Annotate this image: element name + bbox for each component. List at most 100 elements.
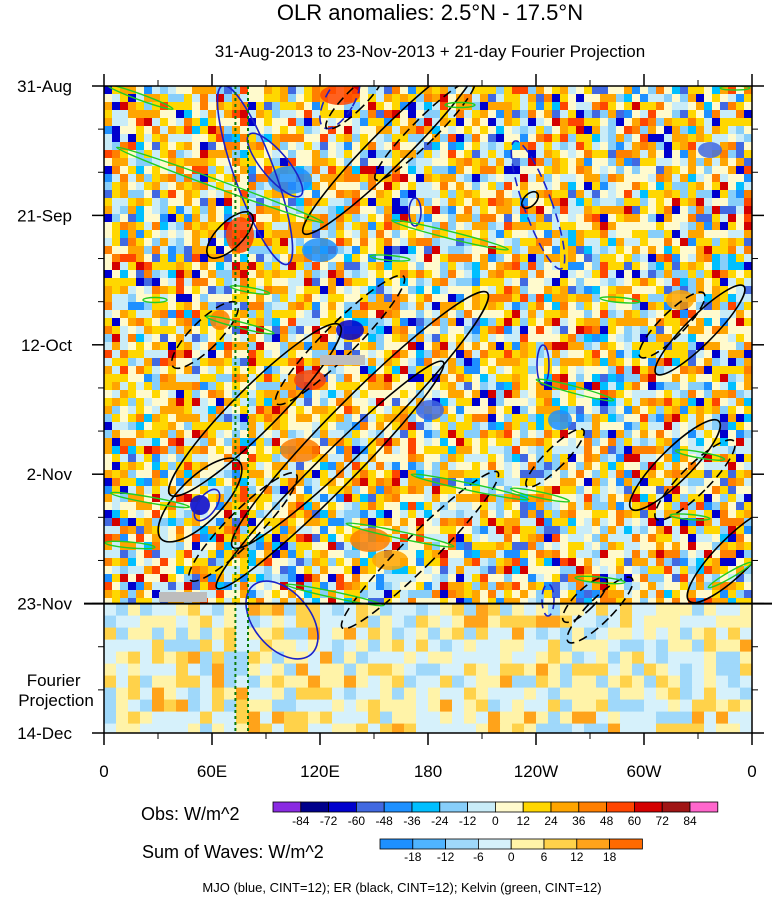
obs-cell	[472, 158, 481, 167]
obs-cell	[408, 182, 417, 191]
obs-cell	[560, 334, 569, 343]
obs-cell	[384, 502, 393, 511]
obs-cell	[384, 398, 393, 407]
obs-cell	[112, 454, 121, 463]
obs-cell	[744, 406, 752, 415]
obs-cell	[688, 246, 697, 255]
obs-cell	[184, 278, 193, 287]
obs-cell	[304, 558, 313, 567]
obs-cell	[216, 350, 225, 359]
obs-cell	[320, 142, 329, 151]
obs-cell	[368, 126, 377, 135]
obs-cell	[144, 150, 153, 159]
obs-cell	[120, 246, 129, 255]
obs-cell	[360, 398, 369, 407]
obs-cell	[648, 534, 657, 543]
obs-cell	[504, 510, 513, 519]
obs-cell	[296, 262, 305, 271]
obs-cell	[664, 222, 673, 231]
obs-cell	[568, 110, 577, 119]
obs-cell	[512, 214, 521, 223]
obs-cell	[208, 358, 217, 367]
obs-cell	[192, 334, 201, 343]
obs-cell	[184, 134, 193, 143]
obs-cell	[616, 198, 625, 207]
obs-cell	[224, 566, 233, 575]
obs-cell	[472, 430, 481, 439]
obs-cell	[280, 86, 289, 95]
obs-cell	[640, 366, 649, 375]
obs-cell	[312, 430, 321, 439]
obs-cell	[104, 494, 113, 503]
obs-cell	[352, 182, 361, 191]
obs-cell	[608, 214, 617, 223]
obs-cell	[608, 262, 617, 271]
obs-cell	[384, 374, 393, 383]
obs-cell	[712, 382, 721, 391]
obs-cell	[224, 126, 233, 135]
obs-cell	[104, 550, 113, 559]
obs-cell	[336, 246, 345, 255]
obs-cell	[360, 270, 369, 279]
obs-cell	[600, 278, 609, 287]
obs-cell	[176, 454, 185, 463]
obs-cell	[256, 334, 265, 343]
obs-cell	[448, 334, 457, 343]
obs-cell	[120, 222, 129, 231]
obs-cell	[104, 190, 113, 199]
obs-cell	[392, 142, 401, 151]
obs-cell	[176, 286, 185, 295]
obs-cell	[392, 158, 401, 167]
obs-cell	[744, 510, 752, 519]
obs-cell	[368, 494, 377, 503]
obs-cell	[632, 222, 641, 231]
obs-cell	[576, 422, 585, 431]
obs-cell	[272, 374, 281, 383]
obs-cell	[488, 270, 497, 279]
obs-cell	[680, 374, 689, 383]
obs-cell	[256, 222, 265, 231]
obs-cell	[672, 542, 681, 551]
obs-cell	[416, 342, 425, 351]
obs-cell	[296, 222, 305, 231]
obs-cell	[336, 438, 345, 447]
obs-cell	[312, 302, 321, 311]
obs-cell	[112, 398, 121, 407]
obs-cell	[592, 262, 601, 271]
obs-cell	[192, 118, 201, 127]
obs-cell	[680, 550, 689, 559]
obs-cell	[704, 382, 713, 391]
obs-cell	[624, 134, 633, 143]
obs-cell	[592, 150, 601, 159]
obs-cell	[656, 166, 665, 175]
obs-cell	[368, 206, 377, 215]
obs-cell	[248, 398, 257, 407]
obs-cell	[144, 246, 153, 255]
obs-cell	[552, 126, 561, 135]
obs-cell	[568, 470, 577, 479]
obs-cell	[528, 222, 537, 231]
obs-cell	[376, 294, 385, 303]
obs-cell	[224, 142, 233, 151]
obs-cell	[392, 494, 401, 503]
obs-cell	[432, 198, 441, 207]
obs-cell	[536, 174, 545, 183]
obs-cell	[568, 142, 577, 151]
obs-cell	[112, 150, 121, 159]
obs-cell	[224, 398, 233, 407]
obs-cell	[160, 422, 169, 431]
obs-cell	[392, 318, 401, 327]
obs-cell	[680, 478, 689, 487]
obs-cell	[440, 278, 449, 287]
obs-cell	[720, 278, 729, 287]
obs-cell	[536, 126, 545, 135]
obs-cell	[256, 238, 265, 247]
obs-cell	[696, 262, 705, 271]
obs-cell	[248, 550, 257, 559]
obs-cell	[400, 230, 409, 239]
obs-cell	[632, 342, 641, 351]
obs-cell	[392, 102, 401, 111]
obs-cell	[568, 502, 577, 511]
obs-cell	[704, 478, 713, 487]
obs-cell	[520, 326, 529, 335]
